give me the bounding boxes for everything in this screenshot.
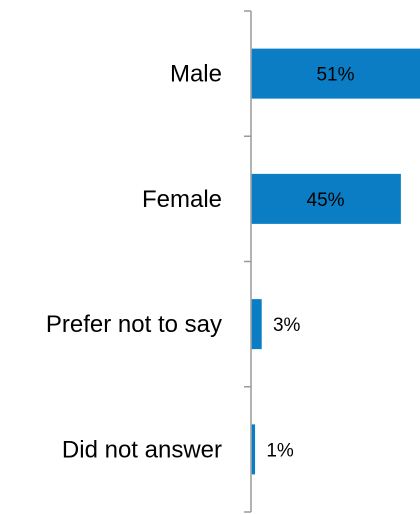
category-label: Did not answer <box>62 436 222 463</box>
data-label: 45% <box>307 190 345 211</box>
data-label: 51% <box>316 65 354 86</box>
labels-layer: Male 51% Female 45% Prefer not to say 3% Did n… <box>46 61 355 464</box>
bars-layer <box>251 48 420 475</box>
category-label: Male <box>170 61 222 88</box>
data-label: 3% <box>273 315 301 336</box>
bar-did-not-answer <box>251 424 256 475</box>
bar-female <box>251 173 401 224</box>
bar-prefer-not-to-say <box>251 299 262 350</box>
data-label: 1% <box>266 440 294 461</box>
category-label: Prefer not to say <box>46 311 222 338</box>
bar-male <box>251 48 420 99</box>
axis-layer <box>244 10 252 513</box>
category-label: Female <box>142 186 222 213</box>
